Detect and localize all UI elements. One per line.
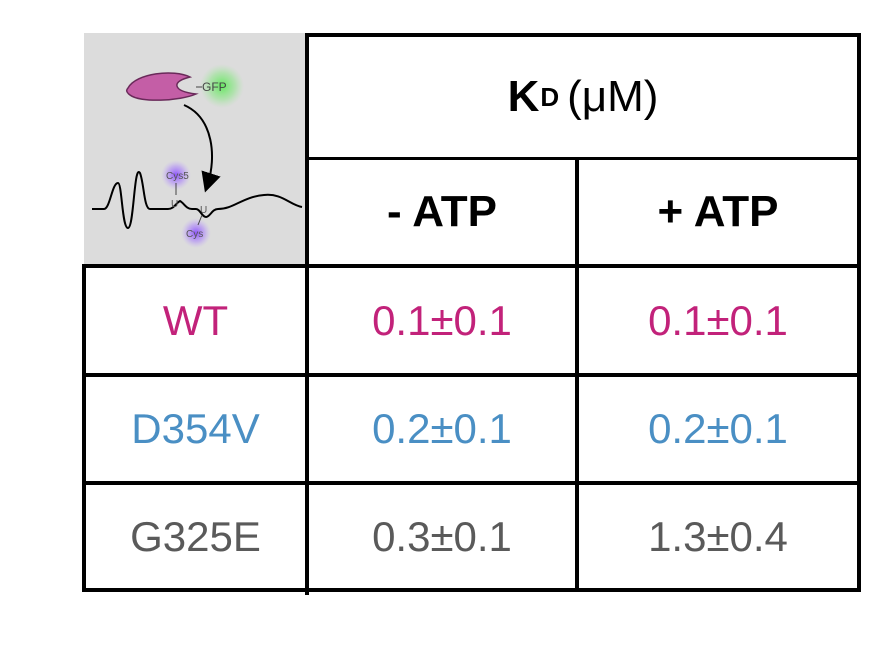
kd-symbol: K bbox=[507, 72, 540, 121]
cell-wt-plus-atp: 0.1±0.1 bbox=[648, 296, 788, 344]
row-label-g325e: G325E bbox=[130, 512, 261, 560]
cy5-glow-top bbox=[161, 160, 191, 190]
cell-d354v-minus-atp: 0.2±0.1 bbox=[372, 405, 512, 452]
column-header-minus-atp: - ATP bbox=[387, 187, 497, 236]
rna-strand bbox=[92, 171, 303, 230]
uridine-left: U bbox=[171, 199, 178, 210]
cell-d354v-plus-atp: 0.2±0.1 bbox=[648, 405, 788, 452]
row-label-wt: WT bbox=[162, 296, 229, 344]
gfp-label: GFP bbox=[202, 80, 227, 94]
column-header-plus-atp: + ATP bbox=[657, 187, 779, 236]
protein-shape bbox=[125, 72, 199, 101]
cell-g325e-minus-atp: 0.3±0.1 bbox=[372, 512, 512, 560]
cell-g325e-plus-atp: 1.3±0.4 bbox=[648, 512, 788, 560]
binding-schematic: GFP Cys5 U U Cys bbox=[84, 33, 308, 265]
binding-arrow bbox=[183, 104, 221, 193]
schematic-drawing: GFP Cys5 U U Cys bbox=[92, 64, 303, 248]
cell-wt-minus-atp: 0.1±0.1 bbox=[372, 296, 512, 344]
row-label-d354v: D354V bbox=[131, 405, 260, 452]
uridine-right: U bbox=[200, 205, 207, 216]
table-title: K D (μM) bbox=[309, 37, 857, 157]
cy5-bottom-label: Cys bbox=[186, 229, 203, 240]
cy5-top-label: Cys5 bbox=[166, 171, 189, 182]
kd-unit: (μM) bbox=[567, 72, 659, 121]
gfp-glow bbox=[200, 64, 244, 108]
cy5-glow-bottom bbox=[181, 218, 211, 248]
kd-subscript: D bbox=[540, 81, 560, 112]
